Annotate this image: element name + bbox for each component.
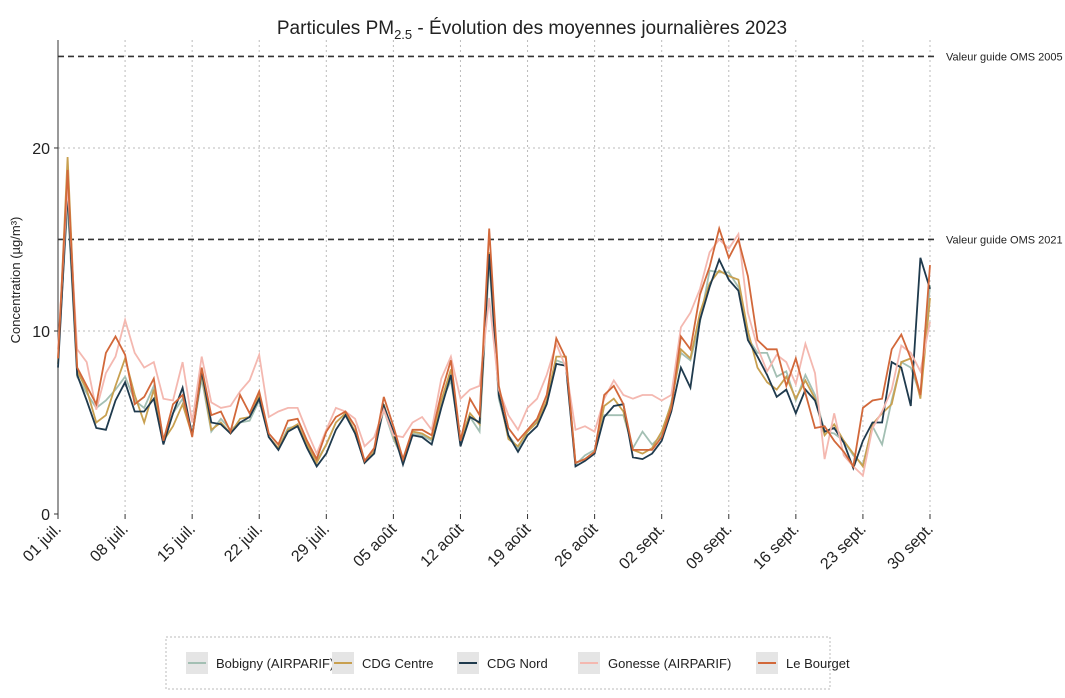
y-tick-label: 0 xyxy=(41,507,50,524)
legend-label: Bobigny (AIRPARIF) xyxy=(216,656,334,671)
x-tick-label: 08 juil. xyxy=(87,521,132,566)
title-subscript: 2.5 xyxy=(394,27,412,42)
legend-label: Gonesse (AIRPARIF) xyxy=(608,656,731,671)
legend-label: Le Bourget xyxy=(786,656,850,671)
x-tick-label: 16 sept. xyxy=(750,521,802,573)
x-tick-label: 02 sept. xyxy=(616,521,668,573)
legend-label: CDG Centre xyxy=(362,656,434,671)
x-tick-label: 26 août xyxy=(552,520,602,570)
reference-label: Valeur guide OMS 2021 xyxy=(946,234,1063,246)
x-tick-label: 30 sept. xyxy=(885,521,937,573)
x-tick-label: 12 août xyxy=(418,520,468,570)
x-tick-label: 23 sept. xyxy=(817,521,869,573)
x-tick-label: 19 août xyxy=(485,520,535,570)
x-tick-label: 09 sept. xyxy=(683,521,735,573)
title-suffix: - Évolution des moyennes journalières 20… xyxy=(412,18,787,39)
series-line xyxy=(57,169,931,469)
reference-label: Valeur guide OMS 2005 xyxy=(946,51,1063,63)
legend-box xyxy=(165,636,831,690)
chart-title: Particules PM2.5 - Évolution des moyenne… xyxy=(277,18,787,42)
x-tick-label: 22 juil. xyxy=(221,521,266,566)
x-tick-label: 15 juil. xyxy=(154,521,199,566)
x-tick-label: 05 août xyxy=(350,520,400,570)
legend-label: CDG Nord xyxy=(487,656,548,671)
y-tick-label: 10 xyxy=(32,324,50,341)
title-prefix: Particules PM xyxy=(277,18,394,39)
x-tick-label: 29 juil. xyxy=(288,521,333,566)
series-line xyxy=(57,184,931,478)
y-axis-label: Concentration (µg/m³) xyxy=(8,217,23,344)
y-tick-label: 20 xyxy=(32,141,50,158)
x-tick-label: 01 juil. xyxy=(20,521,65,566)
